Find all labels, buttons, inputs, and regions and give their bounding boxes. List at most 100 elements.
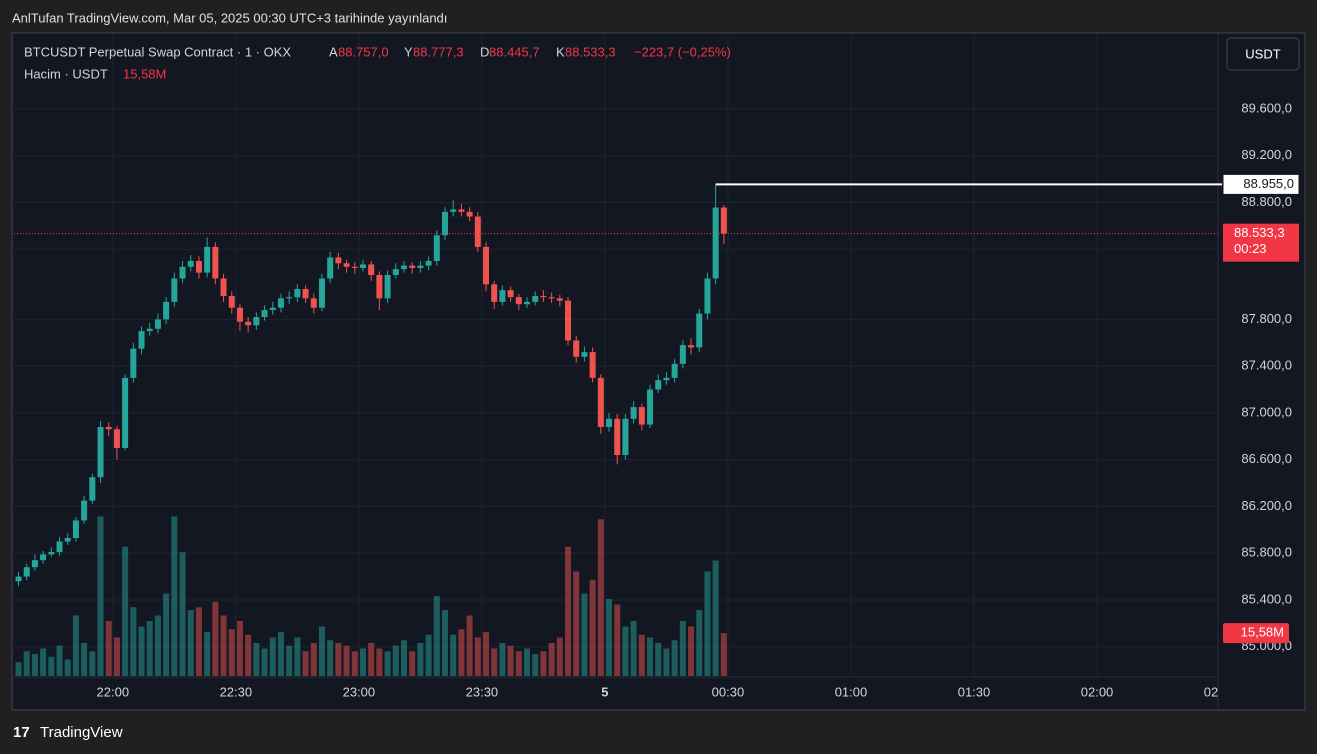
candle-body (663, 377, 670, 381)
volume-bar (376, 648, 383, 676)
candle-body (466, 211, 473, 217)
candle-body (704, 278, 711, 314)
volume-bar (540, 651, 547, 676)
candle-body (606, 418, 613, 427)
header: AnlTufan TradingView.com, Mar 05, 2025 0… (12, 10, 447, 25)
candle-body (688, 345, 695, 348)
volume-bar (507, 645, 514, 676)
candle-body (179, 266, 186, 279)
candle-body (359, 264, 366, 268)
candle-body (302, 289, 309, 299)
last-price-label: 88.533,3 (1234, 225, 1285, 240)
candle-body (81, 500, 88, 521)
volume-bar (81, 643, 88, 676)
volume-bar (154, 615, 161, 676)
candle-body (105, 426, 112, 430)
volume-bar (704, 571, 711, 676)
volume-bar (368, 643, 375, 676)
last-price-tag (1223, 223, 1299, 262)
candle-body (40, 554, 47, 561)
volume-bar (663, 648, 670, 676)
volume-bar (327, 640, 334, 676)
candle-body (310, 298, 317, 308)
candle-body (532, 296, 539, 302)
volume-bar (548, 643, 555, 676)
candle-body (499, 290, 506, 302)
volume-bar (195, 607, 202, 676)
candle-body (524, 301, 531, 305)
currency-button[interactable] (1226, 37, 1300, 71)
volume-bar (597, 519, 604, 676)
candle-body (97, 426, 104, 478)
volume-bar (56, 645, 63, 676)
x-tick-label: 22:30 (220, 684, 253, 699)
candle-body (56, 541, 63, 553)
candle-body (696, 313, 703, 348)
candle-body (286, 297, 293, 299)
volume-bar (589, 579, 596, 676)
volume-bar (450, 634, 457, 676)
candle-body (146, 328, 153, 332)
volume-bar (491, 648, 498, 676)
volume-pane (15, 516, 727, 676)
x-tick-label: 01:30 (958, 684, 991, 699)
candle-body (655, 380, 662, 390)
x-tick-label: 02:30 (1204, 684, 1237, 699)
volume-bar (622, 626, 629, 676)
volume-bar (409, 651, 416, 676)
volume-bar (614, 604, 621, 676)
volume-bar (40, 648, 47, 676)
legend-key: Y (404, 44, 413, 59)
volume-bar (638, 634, 645, 676)
volume-bar (499, 643, 506, 676)
legend-value: 88.533,3 (565, 44, 616, 59)
candle-body (204, 246, 211, 273)
candle-body (392, 269, 399, 275)
candle-body (491, 284, 498, 302)
candle-body (187, 260, 194, 267)
volume-bar (302, 651, 309, 676)
volume-bar (425, 634, 432, 676)
y-tick-label: 85.400,0 (1241, 591, 1292, 606)
volume-bar (647, 637, 654, 676)
candle-body (261, 310, 268, 318)
volume-bar (417, 643, 424, 676)
y-tick-label: 89.200,0 (1241, 147, 1292, 162)
volume-bar (565, 546, 572, 676)
candle-body (597, 377, 604, 427)
candle-body (220, 278, 227, 297)
x-tick-label: 5 (601, 684, 608, 699)
candle-body (556, 298, 563, 301)
legend-value: 88.777,3 (413, 44, 464, 59)
candle-body (269, 307, 276, 311)
candle-body (64, 537, 71, 542)
price-tags: 88.955,0 88.533,300:23 15,58M (715, 173, 1300, 644)
volume-bar (163, 593, 170, 676)
volume-bar (483, 632, 490, 676)
volume-bar (122, 546, 129, 676)
volume-bar (286, 645, 293, 676)
volume-bar (679, 621, 686, 676)
candle-body (548, 297, 555, 299)
candle-body (409, 265, 416, 268)
countdown: 00:23 (1234, 241, 1267, 256)
volume-bar (48, 656, 55, 676)
legend-value: 88.445,7 (489, 44, 540, 59)
candle-body (622, 418, 629, 455)
volume-bar (573, 571, 580, 676)
high-marker-tag (1222, 173, 1300, 195)
legend-key: K (556, 44, 565, 59)
candle-body (417, 265, 424, 268)
candle-body (565, 300, 572, 341)
time-axis: 22:00 22:30 23:00 23:30 5 00:30 01:00 01:30 02:0… (97, 684, 1237, 699)
candle-body (113, 429, 120, 448)
volume-tag (1223, 623, 1289, 644)
volume-bar (220, 615, 227, 676)
currency-label[interactable]: USDT (1245, 46, 1280, 61)
volume-bar (433, 596, 440, 676)
footer-logo: TradingView (40, 724, 123, 741)
candle-body (154, 319, 161, 329)
candle-body (253, 317, 260, 326)
candle-body (31, 560, 38, 568)
candle-body (483, 246, 490, 285)
